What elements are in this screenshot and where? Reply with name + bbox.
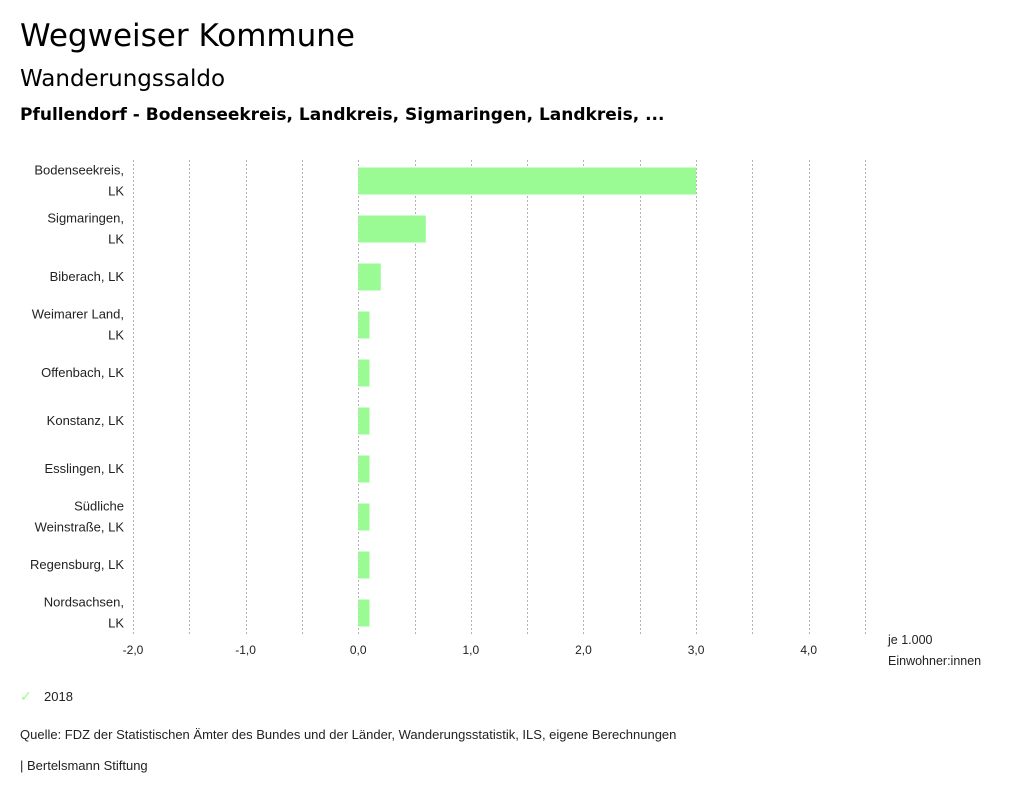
category-label: Offenbach, LK — [41, 365, 124, 380]
app-title: Wegweiser Kommune — [20, 18, 355, 54]
category-label-line: Weinstraße, LK — [35, 520, 125, 535]
category-label-line: Regensburg, LK — [30, 557, 124, 572]
x-tick-label: 0,0 — [350, 643, 367, 657]
bar[interactable] — [358, 599, 370, 627]
chart-subtitle: Wanderungssaldo — [20, 66, 226, 92]
category-label-line: LK — [108, 232, 124, 247]
x-tick-label: -1,0 — [235, 643, 256, 657]
category-label-line: Biberach, LK — [50, 269, 125, 284]
bar[interactable] — [358, 503, 370, 531]
check-icon: ✓ — [20, 688, 32, 704]
category-label-line: Sigmaringen, — [47, 211, 124, 226]
x-tick-label: 2,0 — [575, 643, 592, 657]
unit-line-1: je 1.000 — [888, 633, 933, 647]
category-label: Sigmaringen, LK — [47, 211, 124, 247]
category-label-line: Weimarer Land, — [32, 307, 124, 322]
category-label-line: Konstanz, LK — [47, 413, 125, 428]
category-label-line: Esslingen, LK — [45, 461, 125, 476]
legend-item-2018[interactable]: ✓ 2018 — [20, 688, 73, 705]
x-tick-labels: -2,0 -1,0 0,0 1,0 2,0 3,0 4,0 — [123, 643, 818, 657]
region-selection: Pfullendorf - Bodenseekreis, Landkreis, … — [20, 105, 665, 125]
x-tick-label: -2,0 — [123, 643, 144, 657]
category-label: Konstanz, LK — [47, 413, 125, 428]
category-label: Weimarer Land, LK — [32, 307, 125, 343]
grid-lines — [133, 160, 866, 636]
category-label: Bodenseekreis, LK — [34, 163, 124, 199]
category-label: Biberach, LK — [50, 269, 125, 284]
category-label-line: LK — [108, 328, 124, 343]
category-label-line: LK — [108, 616, 124, 631]
bar[interactable] — [358, 455, 370, 483]
bar[interactable] — [358, 359, 370, 387]
category-labels: Bodenseekreis, LK Sigmaringen, LK Biberach, … — [30, 163, 124, 631]
unit-line-2: Einwohner:innen — [888, 654, 982, 668]
category-label: Südliche Weinstraße, LK — [35, 499, 125, 535]
category-label-line: Nordsachsen, — [44, 595, 124, 610]
bars — [358, 167, 697, 627]
brand-credit: | Bertelsmann Stiftung — [20, 758, 148, 773]
x-tick-label: 4,0 — [800, 643, 817, 657]
bar[interactable] — [358, 551, 370, 579]
category-label-line: LK — [108, 184, 124, 199]
category-label-line: Bodenseekreis, — [34, 163, 124, 178]
x-tick-label: 1,0 — [463, 643, 480, 657]
bar[interactable] — [358, 407, 370, 435]
x-tick-label: 3,0 — [688, 643, 705, 657]
axis-unit-label: je 1.000 Einwohner:innen — [888, 630, 981, 672]
legend-label: 2018 — [44, 689, 73, 704]
category-label-line: Südliche — [74, 499, 124, 514]
bar[interactable] — [358, 167, 697, 195]
bar-chart: Bodenseekreis, LK Sigmaringen, LK Biberach, … — [30, 160, 866, 657]
source-note: Quelle: FDZ der Statistischen Ämter des … — [20, 727, 677, 742]
bar[interactable] — [358, 311, 370, 339]
category-label-line: Offenbach, LK — [41, 365, 124, 380]
category-label: Regensburg, LK — [30, 557, 124, 572]
category-label: Esslingen, LK — [45, 461, 125, 476]
bar[interactable] — [358, 215, 426, 243]
bar[interactable] — [358, 263, 381, 291]
category-label: Nordsachsen, LK — [44, 595, 125, 631]
